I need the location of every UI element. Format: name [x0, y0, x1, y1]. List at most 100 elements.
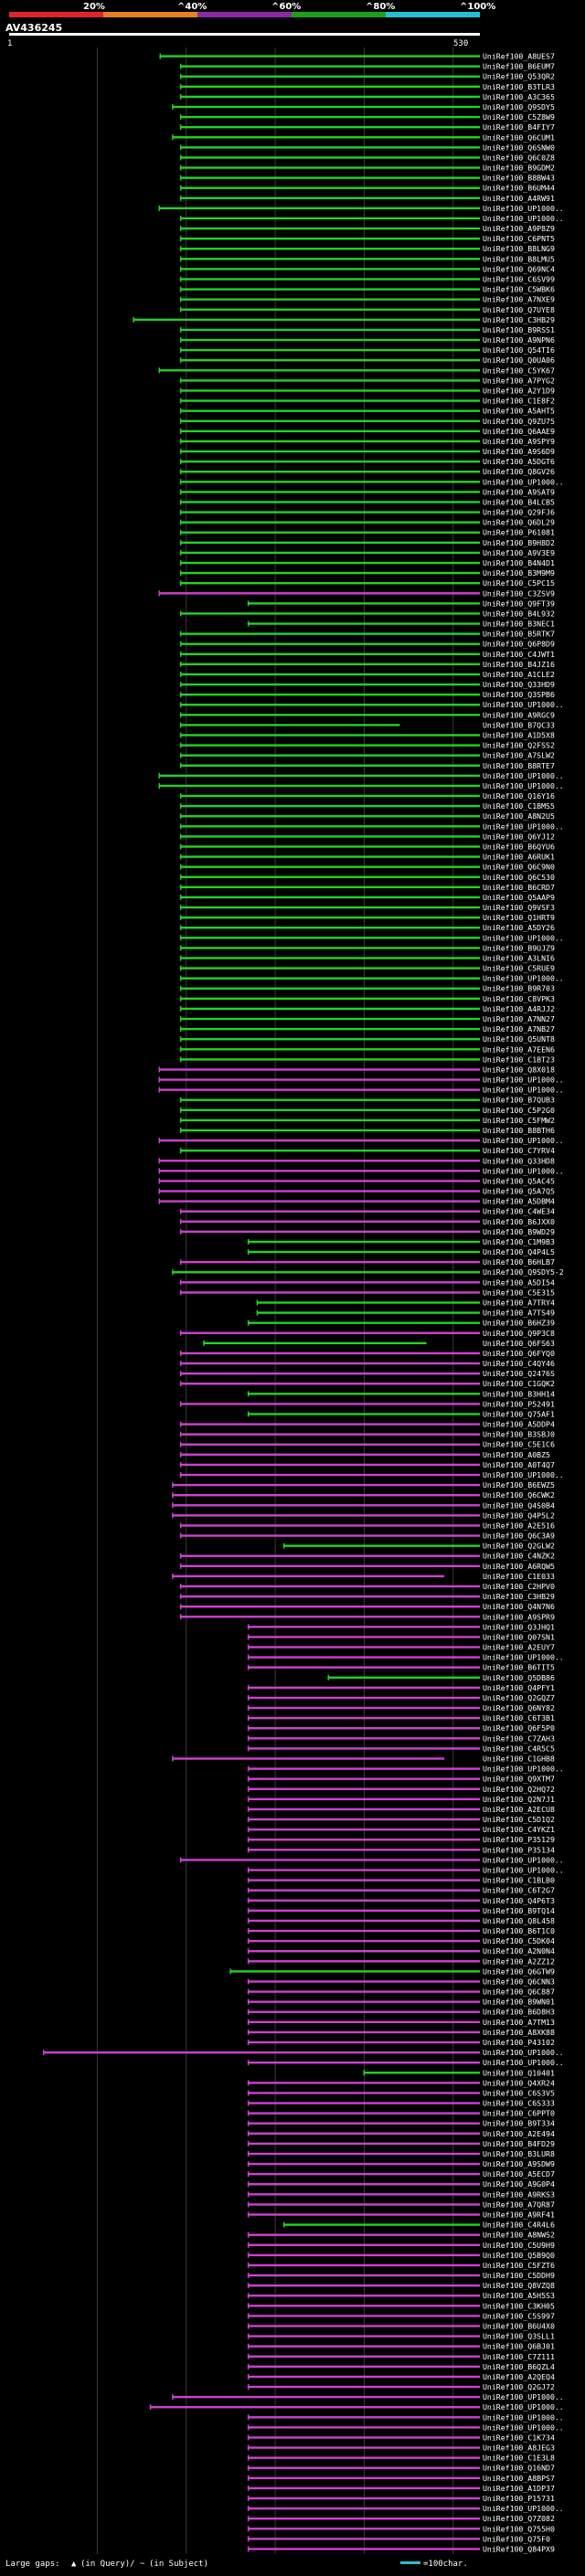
- hit-bar: [180, 612, 480, 615]
- hit-bar-start-tick: [247, 1817, 250, 1823]
- hit-label: UniRef100_C5DK04: [483, 1936, 555, 1945]
- hit-bar: [248, 1727, 480, 1730]
- hit-bar-start-tick: [179, 114, 182, 121]
- hit-bar: [159, 207, 480, 210]
- hit-bar-start-tick: [282, 2221, 285, 2228]
- hit-bar-start-tick: [229, 1968, 231, 1975]
- hit-bar: [180, 815, 480, 818]
- hit-bar: [159, 1088, 480, 1091]
- hit-label: UniRef100_C5Z8W9: [483, 112, 555, 122]
- hit-bar: [180, 693, 480, 696]
- hit-label: UniRef100_B6U4X0: [483, 2321, 555, 2330]
- hit-bar: [180, 1453, 480, 1457]
- hit-label: UniRef100_C7ZAH3: [483, 1733, 555, 1743]
- hit-label: UniRef100_A8JEG3: [483, 2443, 555, 2453]
- hit-bar-start-tick: [247, 2496, 250, 2502]
- hit-bar-start-tick: [327, 1674, 329, 1680]
- hit-bar-start-tick: [247, 2211, 250, 2218]
- hit-bar-start-tick: [247, 1867, 250, 1873]
- identity-scale-segment: [292, 12, 386, 17]
- hit-bar-start-tick: [179, 1857, 182, 1863]
- hit-bar-start-tick: [247, 1745, 250, 1752]
- hit-label: UniRef100_B7QC33: [483, 720, 555, 729]
- hit-bar: [180, 481, 480, 483]
- hit-bar-start-tick: [179, 1279, 182, 1286]
- hit-bar-start-tick: [179, 803, 182, 810]
- hit-bar: [180, 652, 480, 655]
- hit-bar-start-tick: [179, 985, 182, 991]
- hit-bar: [180, 1595, 480, 1598]
- hit-bar: [180, 1605, 480, 1608]
- hit-bar: [248, 2213, 480, 2216]
- hit-label: UniRef100_A9RF41: [483, 2210, 555, 2220]
- hit-label: UniRef100_B3NEC1: [483, 620, 555, 629]
- hit-label: UniRef100_A9RKS3: [483, 2189, 555, 2199]
- hit-label: UniRef100_Q5AAP9: [483, 893, 555, 902]
- hit-bar: [248, 2284, 480, 2287]
- hit-bar-start-tick: [179, 63, 182, 69]
- identity-scale-bar: 20% ^40% ^60% ^80% ^100%: [9, 2, 495, 17]
- hit-bar-start-tick: [179, 1046, 182, 1053]
- hit-label: UniRef100_C1E3L8: [483, 2454, 555, 2463]
- hit-bar: [180, 248, 480, 250]
- hit-label: UniRef100_B6QYU6: [483, 842, 555, 851]
- hit-label: UniRef100_Q4XR24: [483, 2078, 555, 2087]
- hit-label: UniRef100_UP1000..: [483, 2412, 564, 2422]
- hit-bar-start-tick: [179, 722, 182, 728]
- hit-bar: [248, 1737, 480, 1740]
- hit-label: UniRef100_Q6P8D9: [483, 640, 555, 649]
- hit-bar-start-tick: [179, 915, 182, 921]
- hit-bar: [248, 2041, 480, 2044]
- hit-bar-start-tick: [247, 2414, 250, 2421]
- hit-label: UniRef100_B9TQ14: [483, 1906, 555, 1915]
- footer-query-gap-icon: ▲: [71, 2560, 77, 2569]
- hit-bar-start-tick: [179, 1148, 182, 1154]
- hit-bar-start-tick: [179, 266, 182, 272]
- hit-label: UniRef100_A3LNI6: [483, 953, 555, 962]
- hit-bar-start-tick: [179, 752, 182, 758]
- hit-bar: [248, 2295, 480, 2297]
- hit-bar-start-tick: [247, 1837, 250, 1843]
- hit-bar-start-tick: [179, 833, 182, 840]
- hit-bar-start-tick: [179, 1401, 182, 1407]
- hit-bar: [180, 348, 480, 352]
- hit-bar: [180, 997, 480, 1001]
- hit-label: UniRef100_B9T334: [483, 2119, 555, 2128]
- hit-label: UniRef100_Q53QR2: [483, 72, 555, 81]
- hit-bar: [180, 85, 480, 89]
- hit-bar: [180, 399, 480, 402]
- hit-bar-start-tick: [172, 1755, 174, 1762]
- footer-query-part: (in Query)/: [80, 2560, 135, 2569]
- hit-bar-start-tick: [247, 2009, 250, 2015]
- hit-bar-start-tick: [179, 894, 182, 900]
- hit-bar: [180, 1403, 480, 1405]
- hit-bar: [257, 1311, 480, 1314]
- hit-label: UniRef100_A5DBM4: [483, 1197, 555, 1206]
- hit-bar-start-tick: [247, 2516, 250, 2522]
- hit-label: UniRef100_A1CLE2: [483, 670, 555, 679]
- hit-bar: [180, 1352, 480, 1355]
- hit-bar: [180, 794, 480, 798]
- hit-bar-start-tick: [247, 1948, 250, 1955]
- hit-label: UniRef100_B8LMU5: [483, 254, 555, 263]
- hit-bar-start-tick: [247, 1735, 250, 1742]
- hit-label: UniRef100_B3LUR8: [483, 2149, 555, 2158]
- hit-label: UniRef100_Q3SLL1: [483, 2332, 555, 2341]
- hit-bar: [180, 916, 480, 919]
- hit-label: UniRef100_A5AHT5: [483, 407, 555, 416]
- hit-bar: [180, 1230, 480, 1234]
- hit-label: UniRef100_A8XK88: [483, 2028, 555, 2037]
- hit-label: UniRef100_Q84PX9: [483, 2544, 555, 2553]
- hit-bar-start-tick: [179, 529, 182, 535]
- hit-bar: [180, 308, 480, 311]
- hit-bar-start-tick: [247, 2373, 250, 2380]
- hit-bar-start-tick: [179, 306, 182, 313]
- hit-bar: [180, 1433, 480, 1436]
- hit-label: UniRef100_A9SAT9: [483, 487, 555, 496]
- hit-bar-start-tick: [179, 1361, 182, 1367]
- hit-label: UniRef100_P52491: [483, 1399, 555, 1408]
- hit-label: UniRef100_B8BW43: [483, 174, 555, 183]
- hit-bar-start-tick: [179, 195, 182, 201]
- hit-label: UniRef100_UP1000..: [483, 214, 564, 223]
- hit-bar: [180, 379, 480, 382]
